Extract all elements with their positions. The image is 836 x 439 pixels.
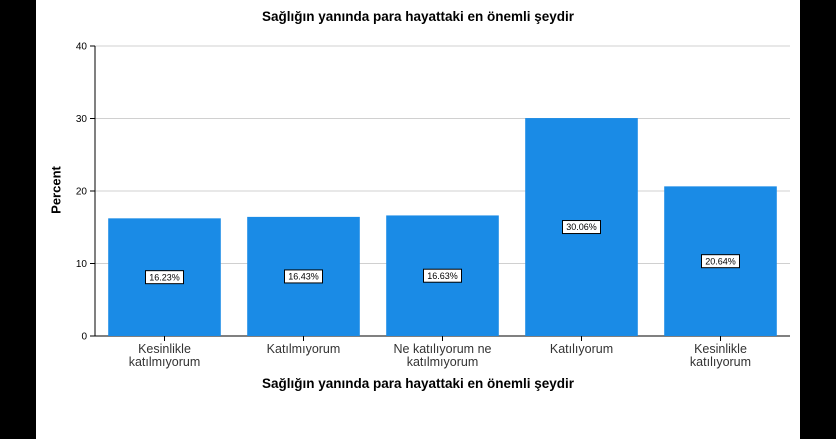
x-category-label-line: Kesinlikle <box>138 342 191 356</box>
x-category-label-line: katılmıyorum <box>129 355 201 369</box>
data-label: 16.43% <box>288 272 319 282</box>
x-category-label-line: Ne katılıyorum ne <box>394 342 492 356</box>
y-tick-label: 0 <box>81 332 87 343</box>
data-label-box <box>423 268 462 283</box>
chart-title: Sağlığın yanında para hayattaki en öneml… <box>261 9 575 24</box>
y-tick-label: 10 <box>76 259 88 270</box>
x-category-label-line: Katılmıyorum <box>267 342 341 356</box>
x-category-label: Ne katılıyorum ne katılmıyorum <box>394 342 492 369</box>
data-label-box <box>145 270 184 285</box>
data-label: 30.06% <box>566 222 597 232</box>
data-label: 20.64% <box>705 256 736 266</box>
y-tick-label: 20 <box>76 187 88 198</box>
x-category-label-line: Katılıyorum <box>550 342 613 356</box>
x-category-label: Katılıyorum <box>550 342 613 356</box>
data-label: 16.63% <box>427 271 458 281</box>
data-label-box <box>284 269 323 284</box>
data-label: 16.23% <box>149 272 180 282</box>
y-tick-label: 30 <box>76 114 88 125</box>
data-label-box <box>701 254 740 269</box>
x-category-label: Kesinlikle katılmıyorum <box>129 342 201 369</box>
x-axis-title: Sağlığın yanında para hayattaki en öneml… <box>261 376 575 391</box>
y-tick-label: 40 <box>76 42 88 53</box>
x-category-label-line: katılıyorum <box>690 355 751 369</box>
x-category-label-line: Kesinlikle <box>694 342 747 356</box>
x-category-label: Katılmıyorum <box>267 342 341 356</box>
data-label-box <box>562 220 601 235</box>
x-category-label: Kesinlikle katılıyorum <box>690 342 751 369</box>
x-category-label-line: katılmıyorum <box>407 355 479 369</box>
